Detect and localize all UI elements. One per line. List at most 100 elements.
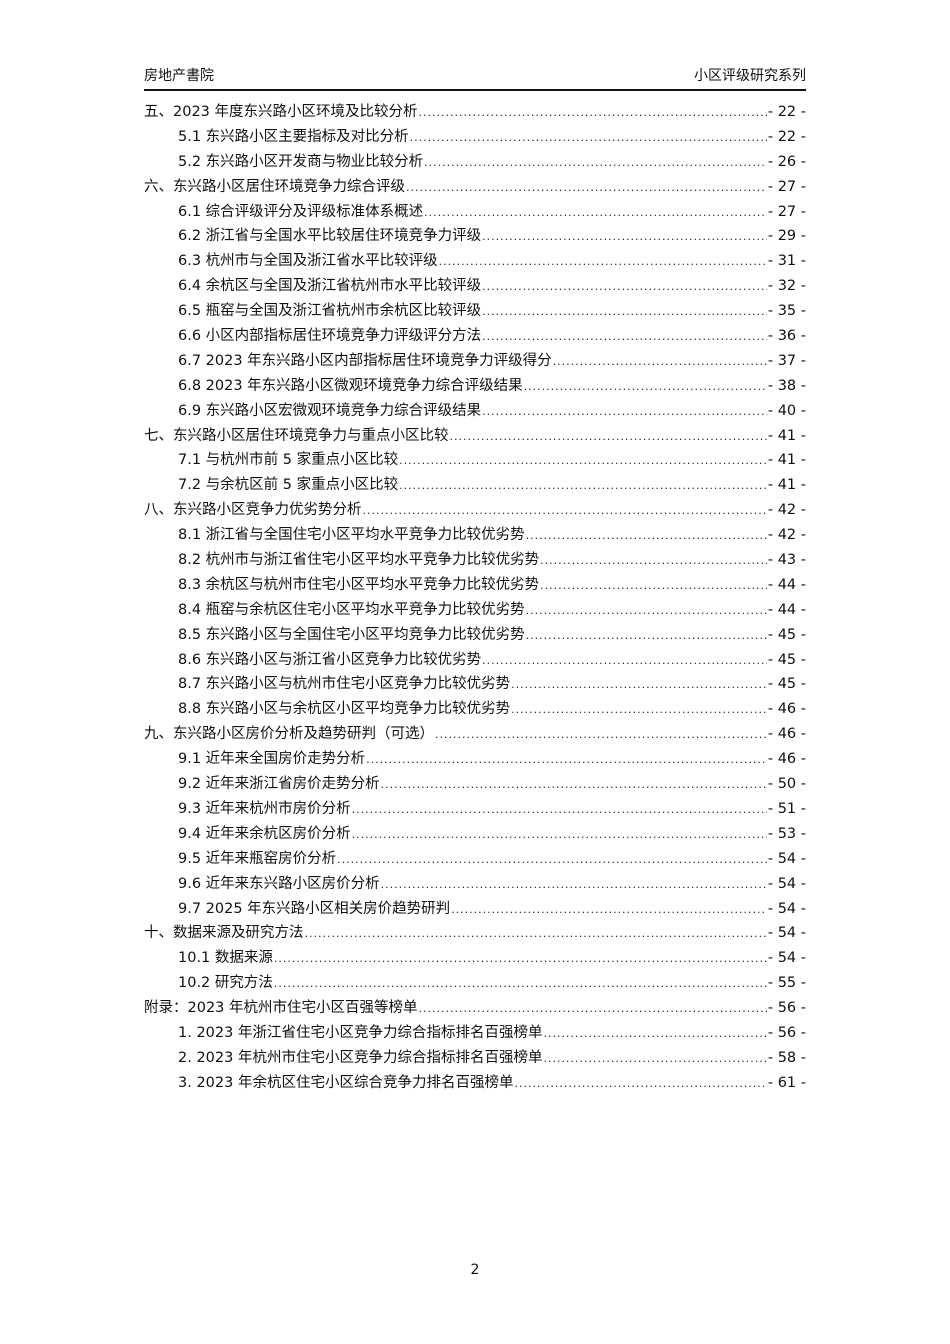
toc-chapter-entry[interactable]: 七、东兴路小区居住环境竞争力与重点小区比较 - 41 - <box>144 424 806 449</box>
toc-entry-page: - 56 - <box>767 1024 806 1041</box>
toc-entry-page: - 37 - <box>767 352 806 369</box>
toc-entry-page: - 41 - <box>767 477 806 494</box>
toc-section-entry[interactable]: 7.2 与余杭区前 5 家重点小区比较 - 41 - <box>144 473 806 498</box>
toc-entry-page: - 44 - <box>767 576 806 593</box>
toc-entry-title: 8.2 杭州市与浙江省住宅小区平均水平竞争力比较优劣势 <box>178 552 540 569</box>
toc-dot-leader <box>399 449 767 474</box>
toc-entry-title: 6.9 东兴路小区宏微观环境竞争力综合评级结果 <box>178 402 482 419</box>
toc-section-entry[interactable]: 9.1 近年来全国房价走势分析 - 46 - <box>144 747 806 772</box>
toc-section-entry[interactable]: 2. 2023 年杭州市住宅小区竞争力综合指标排名百强榜单 - 58 - <box>144 1046 806 1071</box>
toc-section-entry[interactable]: 9.2 近年来浙江省房价走势分析 - 50 - <box>144 772 806 797</box>
toc-entry-page: - 45 - <box>767 676 806 693</box>
toc-entry-title: 8.6 东兴路小区与浙江省小区竞争力比较优劣势 <box>178 651 482 668</box>
toc-dot-leader <box>482 275 767 300</box>
toc-entry-page: - 54 - <box>767 875 806 892</box>
toc-section-entry[interactable]: 7.1 与杭州市前 5 家重点小区比较 - 41 - <box>144 448 806 473</box>
toc-chapter-entry[interactable]: 十、数据来源及研究方法 - 54 - <box>144 921 806 946</box>
header-right: 小区评级研究系列 <box>694 68 806 84</box>
toc-entry-page: - 51 - <box>767 800 806 817</box>
toc-entry-page: - 27 - <box>767 203 806 220</box>
toc-section-entry[interactable]: 9.4 近年来余杭区房价分析 - 53 - <box>144 822 806 847</box>
toc-section-entry[interactable]: 8.5 东兴路小区与全国住宅小区平均竞争力比较优劣势 - 45 - <box>144 623 806 648</box>
table-of-contents: 五、2023 年度东兴路小区环境及比较分析- 22 -5.1 东兴路小区主要指标… <box>144 100 806 1096</box>
toc-entry-page: - 50 - <box>767 776 806 793</box>
toc-section-entry[interactable]: 10.1 数据来源 - 54 - <box>144 946 806 971</box>
toc-entry-page: - 46 - <box>767 751 806 768</box>
toc-dot-leader <box>540 549 767 574</box>
toc-entry-title: 六、东兴路小区居住环境竞争力综合评级 <box>144 178 405 195</box>
toc-section-entry[interactable]: 8.1 浙江省与全国住宅小区平均水平竞争力比较优劣势 - 42 - <box>144 523 806 548</box>
toc-dot-leader <box>511 698 767 723</box>
toc-dot-leader <box>450 425 767 450</box>
toc-section-entry[interactable]: 6.1 综合评级评分及评级标准体系概述 - 27 - <box>144 200 806 225</box>
toc-entry-title: 8.5 东兴路小区与全国住宅小区平均竞争力比较优劣势 <box>178 626 525 643</box>
toc-section-entry[interactable]: 8.8 东兴路小区与余杭区小区平均竞争力比较优劣势 - 46 - <box>144 697 806 722</box>
toc-dot-leader <box>337 848 767 873</box>
toc-entry-title: 十、数据来源及研究方法 <box>144 925 304 942</box>
toc-section-entry[interactable]: 8.4 瓶窑与余杭区住宅小区平均水平竞争力比较优劣势 - 44 - <box>144 598 806 623</box>
toc-entry-title: 九、东兴路小区房价分析及趋势研判（可选） <box>144 726 434 743</box>
toc-section-entry[interactable]: 1. 2023 年浙江省住宅小区竞争力综合指标排名百强榜单 - 56 - <box>144 1021 806 1046</box>
toc-section-entry[interactable]: 5.1 东兴路小区主要指标及对比分析 - 22 - <box>144 125 806 150</box>
toc-entry-page: - 44 - <box>767 601 806 618</box>
toc-entry-title: 6.3 杭州市与全国及浙江省水平比较评级 <box>178 253 438 270</box>
toc-entry-title: 10.2 研究方法 <box>178 975 273 992</box>
toc-entry-title: 9.2 近年来浙江省房价走势分析 <box>178 776 380 793</box>
toc-section-entry[interactable]: 9.7 2025 年东兴路小区相关房价趋势研判 - 54 - <box>144 897 806 922</box>
toc-entry-title: 9.5 近年来瓶窑房价分析 <box>178 850 337 867</box>
toc-entry-page: - 54 - <box>767 950 806 967</box>
toc-entry-title: 3. 2023 年余杭区住宅小区综合竞争力排名百强榜单 <box>178 1074 514 1091</box>
toc-entry-page: - 41 - <box>767 427 806 444</box>
toc-entry-title: 8.8 东兴路小区与余杭区小区平均竞争力比较优劣势 <box>178 701 511 718</box>
header-rule <box>144 89 806 91</box>
toc-section-entry[interactable]: 8.3 余杭区与杭州市住宅小区平均水平竞争力比较优劣势 - 44 - <box>144 573 806 598</box>
toc-entry-page: - 56 - <box>767 1000 806 1017</box>
toc-dot-leader <box>274 972 767 997</box>
toc-section-entry[interactable]: 6.3 杭州市与全国及浙江省水平比较评级 - 31 - <box>144 249 806 274</box>
toc-entry-page: - 45 - <box>767 626 806 643</box>
toc-dot-leader <box>526 599 767 624</box>
toc-entry-title: 8.4 瓶窑与余杭区住宅小区平均水平竞争力比较优劣势 <box>178 601 525 618</box>
toc-chapter-entry[interactable]: 八、东兴路小区竞争力优劣势分析 - 42 - <box>144 498 806 523</box>
toc-dot-leader <box>482 300 767 325</box>
toc-section-entry[interactable]: 6.8 2023 年东兴路小区微观环境竞争力综合评级结果 - 38 - <box>144 374 806 399</box>
toc-section-entry[interactable]: 6.6 小区内部指标居住环境竞争力评级评分方法 - 36 - <box>144 324 806 349</box>
page-header: 房地产書院 小区评级研究系列 <box>144 66 806 88</box>
toc-section-entry[interactable]: 3. 2023 年余杭区住宅小区综合竞争力排名百强榜单 - 61 - <box>144 1071 806 1096</box>
toc-chapter-entry[interactable]: 六、东兴路小区居住环境竞争力综合评级 - 27 - <box>144 175 806 200</box>
toc-section-entry[interactable]: 8.2 杭州市与浙江省住宅小区平均水平竞争力比较优劣势 - 43 - <box>144 548 806 573</box>
toc-chapter-entry[interactable]: 附录：2023 年杭州市住宅小区百强等榜单 - 56 - <box>144 996 806 1021</box>
toc-entry-page: - 46 - <box>767 726 806 743</box>
toc-dot-leader <box>274 947 767 972</box>
toc-section-entry[interactable]: 6.7 2023 年东兴路小区内部指标居住环境竞争力评级得分 - 37 - <box>144 349 806 374</box>
toc-dot-leader <box>366 748 767 773</box>
toc-dot-leader <box>543 1022 766 1047</box>
toc-section-entry[interactable]: 10.2 研究方法 - 55 - <box>144 971 806 996</box>
toc-entry-page: - 46 - <box>767 701 806 718</box>
toc-dot-leader <box>451 898 767 923</box>
toc-section-entry[interactable]: 8.7 东兴路小区与杭州市住宅小区竞争力比较优劣势 - 45 - <box>144 672 806 697</box>
toc-dot-leader <box>553 350 767 375</box>
page-number: 2 <box>470 1262 480 1278</box>
toc-entry-page: - 45 - <box>767 651 806 668</box>
toc-section-entry[interactable]: 6.4 余杭区与全国及浙江省杭州市水平比较评级 - 32 - <box>144 274 806 299</box>
toc-entry-page: - 32 - <box>767 278 806 295</box>
toc-dot-leader <box>352 823 767 848</box>
toc-entry-title: 10.1 数据来源 <box>178 950 273 967</box>
toc-section-entry[interactable]: 9.3 近年来杭州市房价分析 - 51 - <box>144 797 806 822</box>
toc-entry-page: - 54 - <box>767 850 806 867</box>
toc-section-entry[interactable]: 8.6 东兴路小区与浙江省小区竞争力比较优劣势 - 45 - <box>144 648 806 673</box>
toc-entry-page: - 58 - <box>767 1049 806 1066</box>
toc-chapter-entry[interactable]: 五、2023 年度东兴路小区环境及比较分析 - 22 - <box>144 100 806 125</box>
toc-section-entry[interactable]: 9.5 近年来瓶窑房价分析 - 54 - <box>144 847 806 872</box>
toc-entry-page: - 22 - <box>767 104 806 120</box>
toc-section-entry[interactable]: 5.2 东兴路小区开发商与物业比较分析 - 26 - <box>144 150 806 175</box>
toc-section-entry[interactable]: 6.2 浙江省与全国水平比较居住环境竞争力评级 - 29 - <box>144 224 806 249</box>
toc-chapter-entry[interactable]: 九、东兴路小区房价分析及趋势研判（可选） - 46 - <box>144 722 806 747</box>
toc-section-entry[interactable]: 6.9 东兴路小区宏微观环境竞争力综合评级结果 - 40 - <box>144 399 806 424</box>
toc-section-entry[interactable]: 9.6 近年来东兴路小区房价分析 - 54 - <box>144 872 806 897</box>
toc-section-entry[interactable]: 6.5 瓶窑与全国及浙江省杭州市余杭区比较评级 - 35 - <box>144 299 806 324</box>
toc-entry-page: - 55 - <box>767 975 806 992</box>
toc-entry-title: 6.7 2023 年东兴路小区内部指标居住环境竞争力评级得分 <box>178 352 552 369</box>
toc-entry-page: - 27 - <box>767 178 806 195</box>
